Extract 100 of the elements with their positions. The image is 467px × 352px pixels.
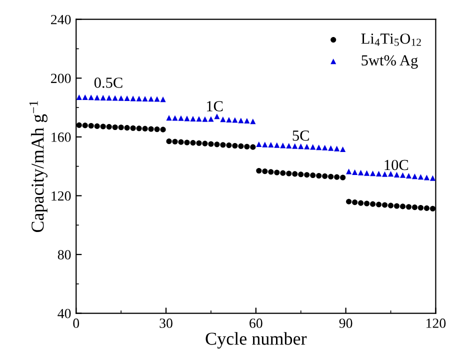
point xyxy=(238,143,244,149)
point xyxy=(100,94,106,100)
point xyxy=(94,94,100,100)
point xyxy=(418,174,424,180)
point xyxy=(82,122,88,128)
x-tick-label: 0 xyxy=(73,318,80,328)
point xyxy=(352,169,358,175)
point xyxy=(328,174,334,180)
point xyxy=(430,206,436,212)
point xyxy=(394,203,400,209)
point xyxy=(304,144,310,150)
point xyxy=(310,172,316,178)
point xyxy=(196,116,202,122)
point xyxy=(400,204,406,210)
point xyxy=(214,142,220,148)
point xyxy=(154,126,160,132)
y-tick-label: 80 xyxy=(58,250,71,260)
point xyxy=(292,143,298,149)
point xyxy=(178,115,184,121)
annotation: 10C xyxy=(384,160,408,170)
point xyxy=(406,204,412,210)
point xyxy=(220,142,226,148)
point xyxy=(76,122,82,128)
point xyxy=(112,95,118,101)
point xyxy=(262,168,268,174)
point xyxy=(274,170,280,176)
point xyxy=(166,138,172,144)
point xyxy=(106,124,112,130)
point xyxy=(376,170,382,176)
point xyxy=(148,96,154,102)
point xyxy=(334,174,340,180)
point xyxy=(190,116,196,122)
point xyxy=(334,146,340,152)
x-tick-label: 30 xyxy=(160,318,172,328)
point xyxy=(388,202,394,208)
x-tick-label: 120 xyxy=(426,318,446,328)
point xyxy=(328,145,334,151)
legend-label: Li$_{4}$Ti$_{5}$O$_{12}$ xyxy=(361,34,421,46)
y-tick-label: 120 xyxy=(52,191,71,201)
point xyxy=(286,170,292,176)
point xyxy=(268,142,274,148)
point xyxy=(82,94,88,100)
point xyxy=(250,144,256,150)
point xyxy=(106,95,112,101)
point xyxy=(268,169,274,175)
point xyxy=(172,138,178,144)
point xyxy=(430,175,436,181)
x-tick-label: 90 xyxy=(339,318,352,328)
point xyxy=(178,139,184,145)
y-tick-label: 40 xyxy=(58,308,71,318)
point xyxy=(94,123,100,129)
point xyxy=(202,116,208,122)
point xyxy=(136,96,142,102)
point xyxy=(232,117,238,123)
point xyxy=(382,171,388,177)
point xyxy=(148,126,154,132)
point xyxy=(154,96,160,102)
point xyxy=(382,202,388,208)
point xyxy=(76,94,82,100)
annotation: 1C xyxy=(206,101,223,112)
point xyxy=(256,168,262,174)
point xyxy=(346,198,352,204)
point xyxy=(370,201,376,207)
point xyxy=(202,140,208,146)
point xyxy=(322,144,328,150)
point xyxy=(112,124,118,130)
point xyxy=(340,146,346,152)
point xyxy=(130,96,136,102)
point xyxy=(208,141,214,147)
point xyxy=(388,171,394,177)
point xyxy=(406,172,412,179)
point xyxy=(184,140,190,146)
point xyxy=(358,170,364,176)
point xyxy=(400,172,406,178)
point xyxy=(118,95,124,101)
point xyxy=(412,204,418,210)
point xyxy=(376,202,382,208)
point xyxy=(274,142,280,148)
point xyxy=(298,172,304,178)
point xyxy=(142,96,148,102)
point xyxy=(256,142,262,148)
point xyxy=(280,170,286,176)
annotation: 0.5C xyxy=(94,78,122,88)
point xyxy=(304,172,310,178)
point xyxy=(208,116,214,122)
x-axis-title: Cycle number xyxy=(206,332,307,349)
y-tick-label: 240 xyxy=(51,14,71,24)
point xyxy=(244,118,250,124)
y-tick-label: 200 xyxy=(51,74,71,84)
point xyxy=(370,170,376,176)
point xyxy=(214,114,220,120)
point xyxy=(394,172,400,178)
point xyxy=(118,124,124,130)
point xyxy=(190,140,196,146)
point xyxy=(166,115,172,121)
y-axis-title: Capacity/mAh g$^{−1}$ xyxy=(29,101,48,232)
point xyxy=(424,205,430,211)
point xyxy=(286,142,292,149)
point xyxy=(160,126,166,132)
point xyxy=(130,125,136,131)
